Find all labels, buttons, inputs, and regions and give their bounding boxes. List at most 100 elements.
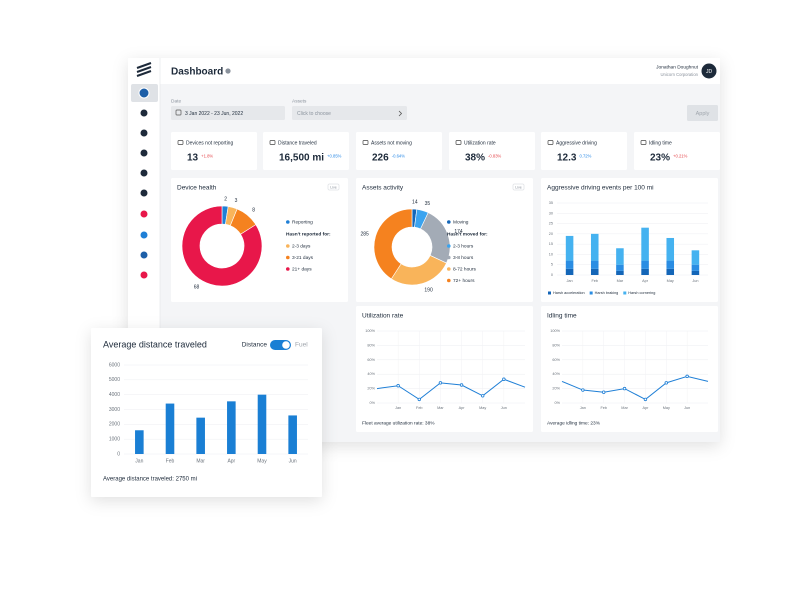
- nav-icon[interactable]: [139, 108, 149, 118]
- y-tick-label: 40%: [552, 372, 560, 376]
- legend-swatch: [447, 220, 451, 224]
- bar: [641, 268, 649, 275]
- assets-placeholder: Click to choose: [297, 111, 331, 117]
- bar: [616, 270, 624, 275]
- badge-label: Live: [330, 185, 337, 189]
- chart-title: Aggressive driving events per 100 mi: [547, 185, 654, 192]
- kpi-icon: [547, 140, 554, 145]
- legend-swatch: [589, 291, 593, 295]
- bar: [691, 270, 700, 275]
- bar: [641, 260, 649, 269]
- chart-title: Utilization rate: [362, 313, 404, 320]
- nav-icon[interactable]: [139, 188, 149, 198]
- chart-title: Idling time: [547, 313, 577, 320]
- y-tick-label: 40%: [367, 372, 375, 376]
- calendar-icon: [175, 109, 182, 116]
- bar: [196, 417, 205, 454]
- point: [481, 394, 485, 398]
- chart-card: [91, 328, 322, 497]
- kpi-label: Idling time: [649, 140, 672, 146]
- kpi-value: 38%: [465, 153, 485, 164]
- point: [685, 374, 689, 379]
- kpi-label: Devices not reporting: [186, 140, 233, 146]
- bar: [590, 260, 599, 269]
- legend-swatch: [286, 267, 290, 271]
- apply-button[interactable]: [687, 105, 718, 121]
- x-tick-label: Apr: [459, 406, 466, 410]
- y-tick-label: 4000: [109, 392, 120, 398]
- x-tick-label: Jan: [135, 458, 143, 464]
- nav-icon[interactable]: [139, 250, 149, 260]
- x-tick-label: May: [667, 279, 674, 283]
- donut-slice: [373, 208, 413, 280]
- x-tick-label: Jun: [289, 458, 297, 464]
- y-tick-label: 100%: [550, 329, 560, 333]
- legend-swatch: [447, 255, 451, 260]
- x-tick-label: Jan: [395, 406, 401, 410]
- kpi-card: [541, 132, 627, 170]
- kpi-label: Distance traveled: [278, 140, 317, 146]
- kpi-icon: [269, 140, 276, 145]
- kpi-label: Utilization rate: [464, 140, 496, 146]
- donut-slice: [181, 205, 263, 287]
- x-tick-label: Jun: [501, 406, 507, 410]
- slice-label: 3: [235, 198, 238, 204]
- nav-icon[interactable]: [139, 148, 149, 158]
- slice-label: 174: [454, 229, 463, 235]
- top-bar: [160, 58, 720, 84]
- badge: [327, 183, 340, 191]
- nav-icon[interactable]: [139, 168, 149, 178]
- y-tick-label: 0%: [555, 401, 561, 405]
- nav-icon[interactable]: [139, 270, 149, 280]
- y-tick-label: 30: [549, 211, 553, 215]
- y-tick-label: 10: [549, 252, 553, 256]
- info-icon[interactable]: [225, 68, 231, 74]
- x-tick-label: Apr: [642, 406, 649, 410]
- user-name: Jonathan Doughnut: [656, 64, 699, 70]
- badge-label: Live: [515, 185, 522, 189]
- bar: [616, 264, 624, 271]
- legend-label: 8-72 hours: [453, 266, 477, 272]
- x-tick-label: Mar: [196, 458, 205, 464]
- nav-icon[interactable]: [139, 209, 149, 219]
- slice-label: 14: [412, 199, 418, 205]
- footnote: Average distance traveled: 2750 mi: [103, 477, 197, 483]
- nav-icon[interactable]: [139, 230, 149, 240]
- date-label: Date: [171, 98, 181, 104]
- x-tick-label: Mar: [437, 406, 444, 410]
- point: [602, 390, 606, 394]
- assets-label: Assets: [292, 98, 307, 104]
- legend-label: 3-21 days: [292, 255, 314, 261]
- legend-label: 2-3 days: [292, 243, 311, 249]
- legend-swatch: [447, 278, 451, 283]
- legend-label: 21+ days: [292, 266, 312, 272]
- x-tick-label: Jan: [580, 406, 586, 410]
- nav-icon[interactable]: [139, 128, 149, 138]
- legend-label: Harsh acceleration: [553, 291, 585, 295]
- kpi-change: -0.83%: [488, 154, 502, 159]
- x-tick-label: May: [257, 458, 267, 464]
- avatar[interactable]: [701, 63, 717, 79]
- y-tick-label: 20: [549, 232, 553, 236]
- x-tick-label: Feb: [416, 406, 423, 410]
- point: [664, 381, 668, 385]
- kpi-card: [263, 132, 349, 170]
- page-title: Dashboard: [171, 67, 223, 78]
- assets-input[interactable]: [292, 106, 407, 120]
- nav-icon[interactable]: [138, 87, 150, 99]
- kpi-value: 16,500 mi: [279, 153, 324, 164]
- legend-swatch: [286, 220, 290, 224]
- legend-label: 2-3 hours: [453, 243, 474, 249]
- slice-label: 285: [361, 232, 370, 238]
- slice-label: 2: [224, 196, 227, 202]
- chart-card: [541, 306, 718, 432]
- bar: [565, 235, 574, 261]
- date-input[interactable]: [171, 106, 285, 120]
- line: [561, 375, 709, 400]
- legend-swatch: [447, 244, 451, 248]
- legend-swatch: [548, 291, 551, 295]
- y-tick-label: 25: [549, 222, 553, 226]
- x-tick-label: Feb: [166, 458, 175, 464]
- kpi-card: [356, 132, 442, 170]
